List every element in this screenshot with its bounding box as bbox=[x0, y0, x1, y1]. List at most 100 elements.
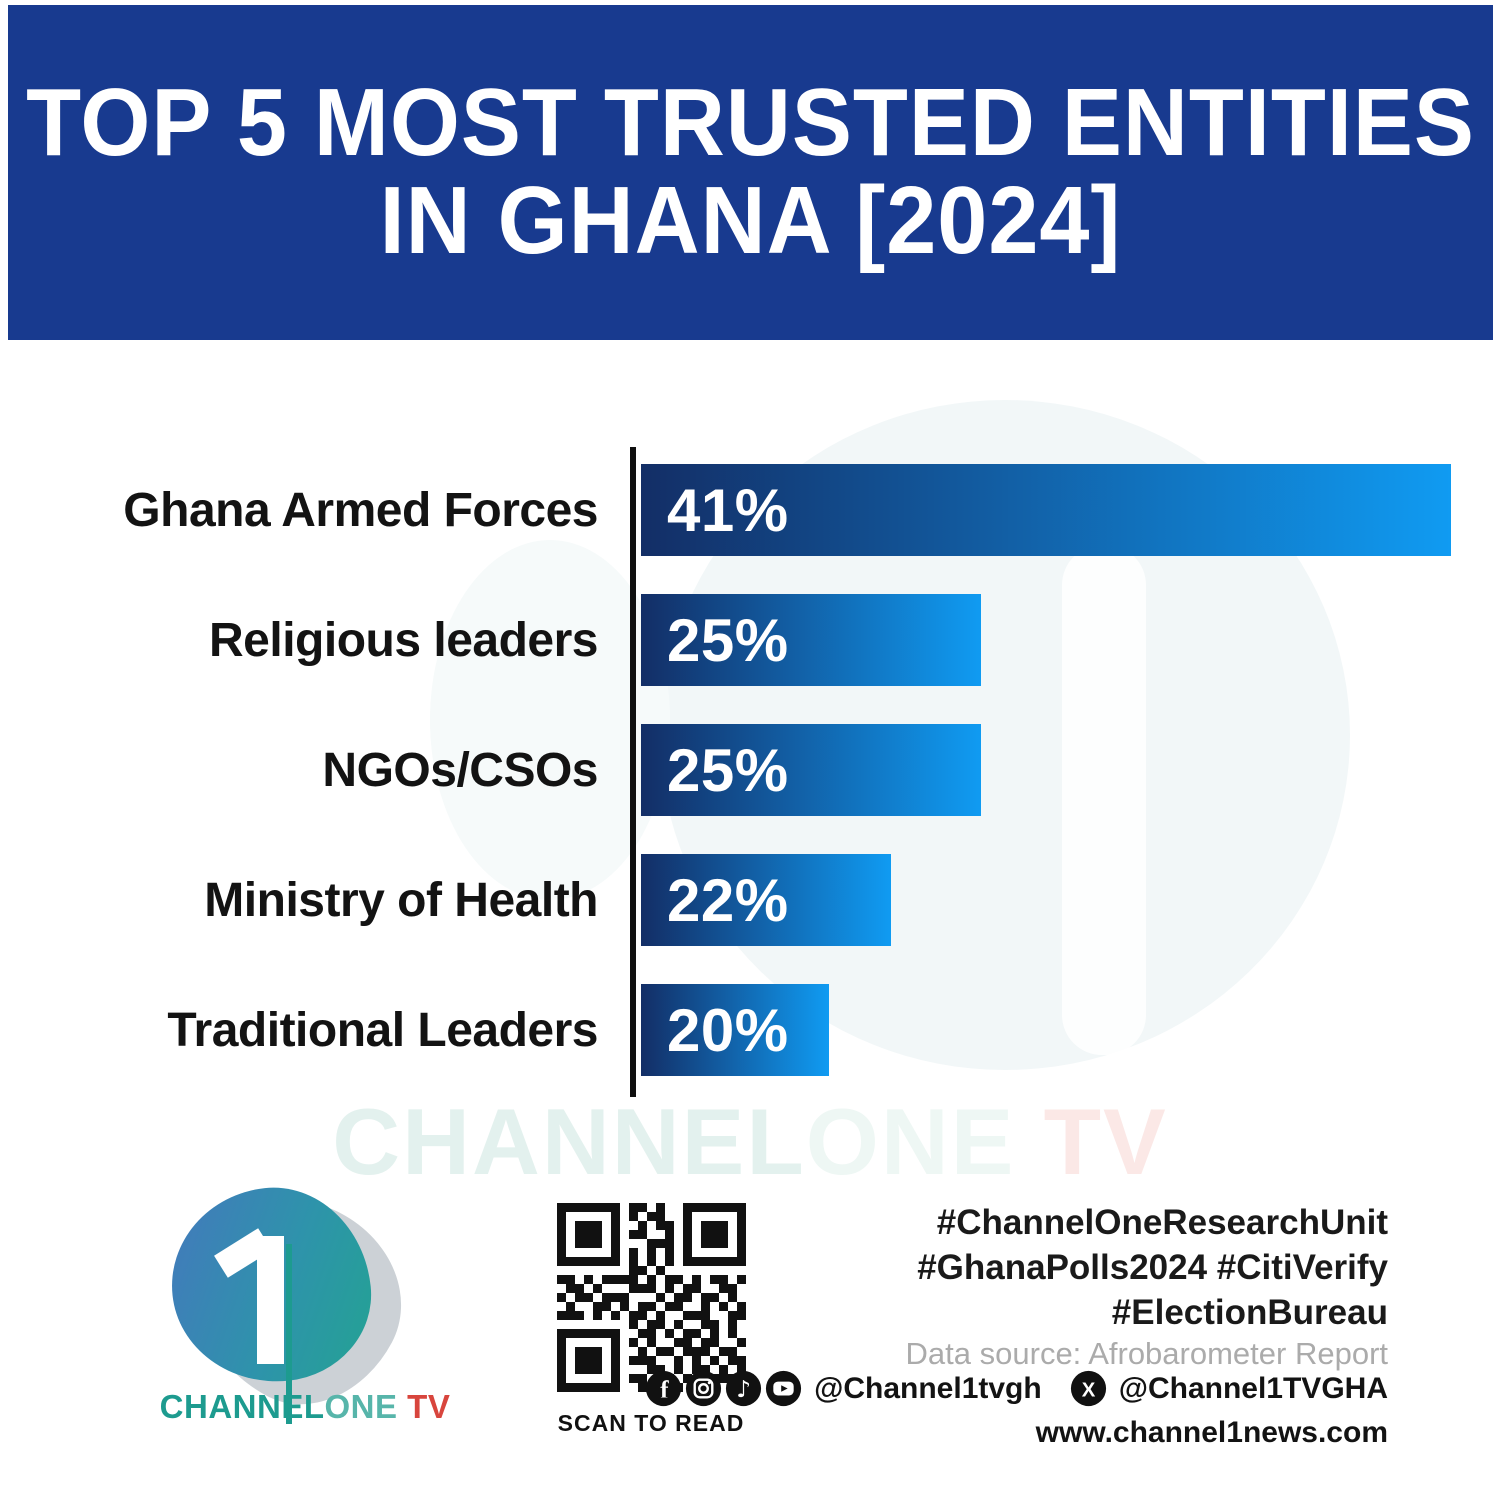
qr-cell bbox=[682, 1257, 692, 1266]
qr-cell bbox=[583, 1257, 593, 1266]
qr-cell bbox=[584, 1212, 593, 1221]
qr-cell bbox=[692, 1230, 701, 1239]
qr-cell bbox=[728, 1221, 737, 1230]
qr-label: SCAN TO READ bbox=[557, 1410, 745, 1436]
qr-cell bbox=[556, 1212, 566, 1221]
qr-cell bbox=[682, 1311, 692, 1320]
qr-cell bbox=[620, 1338, 629, 1347]
qr-cell bbox=[682, 1329, 692, 1338]
qr-cell bbox=[610, 1275, 620, 1284]
bar-value-label: 25% bbox=[667, 736, 789, 804]
qr-cell bbox=[710, 1311, 719, 1320]
qr-cell bbox=[664, 1257, 674, 1266]
qr-cell bbox=[565, 1329, 575, 1338]
qr-cell bbox=[727, 1284, 737, 1293]
qr-cell bbox=[575, 1275, 584, 1284]
logo-wordmark-one: ONE bbox=[324, 1388, 398, 1425]
qr-cell bbox=[683, 1266, 692, 1275]
qr-cell bbox=[638, 1293, 647, 1302]
qr-cell bbox=[700, 1293, 710, 1302]
qr-cell bbox=[710, 1212, 719, 1221]
qr-cell bbox=[566, 1356, 575, 1365]
qr-cell bbox=[647, 1221, 656, 1230]
qr-cell bbox=[709, 1230, 719, 1239]
qr-cell bbox=[656, 1275, 665, 1284]
qr-cell bbox=[682, 1338, 692, 1347]
qr-cell bbox=[556, 1347, 566, 1356]
qr-cell bbox=[664, 1329, 674, 1338]
qr-cell bbox=[709, 1338, 719, 1347]
qr-cell bbox=[647, 1293, 656, 1302]
qr-cell bbox=[674, 1248, 683, 1257]
qr-cell bbox=[557, 1302, 566, 1311]
qr-cell bbox=[673, 1320, 683, 1329]
qr-cell bbox=[592, 1365, 602, 1374]
qr-cell bbox=[628, 1257, 638, 1266]
qr-cell bbox=[638, 1275, 647, 1284]
qr-cell bbox=[701, 1284, 710, 1293]
qr-cell bbox=[583, 1365, 593, 1374]
qr-cell bbox=[674, 1266, 683, 1275]
qr-cell bbox=[610, 1293, 620, 1302]
qr-cell bbox=[665, 1311, 674, 1320]
qr-cell bbox=[664, 1230, 674, 1239]
qr-cell bbox=[646, 1320, 656, 1329]
qr-cell bbox=[610, 1338, 620, 1347]
qr-cell bbox=[655, 1293, 665, 1302]
qr-cell bbox=[656, 1356, 665, 1365]
qr-cell bbox=[691, 1284, 701, 1293]
qr-cell bbox=[619, 1293, 629, 1302]
qr-cell bbox=[728, 1275, 737, 1284]
qr-cell bbox=[602, 1284, 611, 1293]
qr-cell bbox=[638, 1239, 647, 1248]
qr-cell bbox=[556, 1293, 566, 1302]
qr-cell bbox=[691, 1275, 701, 1284]
qr-cell bbox=[718, 1302, 728, 1311]
qr-cell bbox=[673, 1365, 683, 1374]
qr-cell bbox=[556, 1329, 566, 1338]
qr-cell bbox=[628, 1275, 638, 1284]
qr-cell bbox=[674, 1230, 683, 1239]
qr-cell bbox=[727, 1293, 737, 1302]
qr-cell bbox=[700, 1365, 710, 1374]
qr-cell bbox=[565, 1284, 575, 1293]
qr-cell bbox=[574, 1329, 584, 1338]
qr-cell bbox=[682, 1239, 692, 1248]
qr-cell bbox=[575, 1266, 584, 1275]
qr-cell bbox=[556, 1221, 566, 1230]
qr-cell bbox=[710, 1302, 719, 1311]
qr-cell bbox=[565, 1275, 575, 1284]
qr-cell bbox=[674, 1203, 683, 1212]
qr-cell bbox=[566, 1248, 575, 1257]
qr-cell bbox=[718, 1275, 728, 1284]
qr-cell bbox=[556, 1230, 566, 1239]
tiktok-icon: ♪ bbox=[726, 1370, 762, 1407]
qr-cell bbox=[718, 1239, 728, 1248]
qr-cell bbox=[556, 1311, 566, 1320]
qr-cell bbox=[673, 1356, 683, 1365]
qr-cell bbox=[592, 1383, 602, 1392]
qr-cell bbox=[602, 1365, 611, 1374]
qr-cell bbox=[556, 1248, 566, 1257]
qr-cell bbox=[691, 1329, 701, 1338]
qr-cell bbox=[736, 1230, 746, 1239]
qr-cell bbox=[592, 1284, 602, 1293]
qr-cell bbox=[664, 1221, 674, 1230]
qr-cell bbox=[584, 1320, 593, 1329]
qr-cell bbox=[584, 1284, 593, 1293]
qr-block: SCAN TO READ bbox=[553, 1203, 749, 1437]
qr-cell bbox=[583, 1356, 593, 1365]
qr-cell bbox=[566, 1374, 575, 1383]
qr-cell bbox=[727, 1356, 737, 1365]
qr-cell bbox=[709, 1329, 719, 1338]
logo-wordmark-channel: CHANNEL bbox=[159, 1388, 325, 1425]
qr-cell bbox=[583, 1275, 593, 1284]
qr-cell bbox=[656, 1338, 665, 1347]
qr-cell bbox=[610, 1374, 620, 1383]
qr-cell bbox=[629, 1239, 638, 1248]
qr-cell bbox=[602, 1347, 611, 1356]
qr-cell bbox=[592, 1230, 602, 1239]
qr-cell bbox=[710, 1347, 719, 1356]
qr-cell bbox=[647, 1347, 656, 1356]
